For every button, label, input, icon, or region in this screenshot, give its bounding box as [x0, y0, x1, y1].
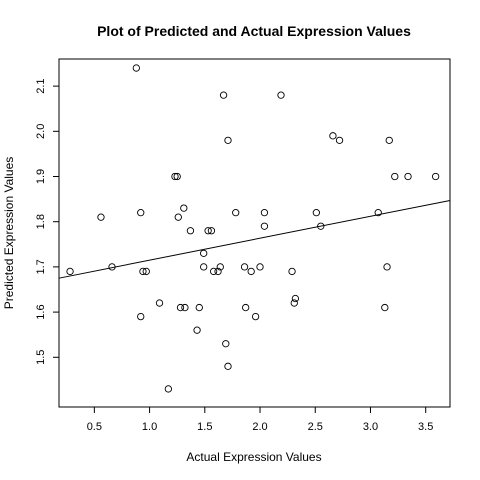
data-point: [222, 340, 230, 348]
x-tick-label: 3.5: [418, 421, 433, 433]
data-point: [260, 209, 269, 217]
data-point: [224, 362, 232, 370]
data-point: [329, 132, 337, 140]
data-point: [66, 267, 74, 276]
x-axis-label: Actual Expression Values: [186, 450, 321, 464]
data-point: [391, 172, 399, 181]
data-point: [204, 227, 212, 235]
data-point: [219, 91, 228, 99]
data-point: [260, 222, 269, 230]
y-tick-label: 2.0: [35, 124, 47, 139]
data-point: [108, 263, 116, 271]
data-point: [176, 303, 185, 312]
data-point: [335, 136, 344, 145]
data-point: [216, 263, 224, 271]
y-tick-label: 1.9: [35, 169, 47, 184]
data-point: [180, 204, 188, 212]
data-point: [137, 209, 145, 217]
data-point: [404, 172, 412, 181]
data-point: [374, 209, 382, 217]
data-point: [290, 299, 298, 307]
data-point: [97, 213, 105, 221]
data-point: [224, 136, 232, 145]
data-point: [312, 209, 321, 217]
data-point: [139, 267, 147, 276]
y-tick-label: 1.8: [35, 214, 47, 229]
data-point: [142, 267, 150, 276]
y-axis-label: Predicted Expression Values: [2, 157, 16, 310]
data-point: [200, 249, 208, 257]
data-point: [207, 227, 216, 235]
data-point: [277, 91, 285, 99]
y-axis: 1.5 1.6 1.7 1.8 1.9 2.0 2.1: [35, 78, 59, 365]
fit-line-group: [58, 199, 451, 279]
data-point: [251, 312, 260, 321]
data-point: [291, 294, 300, 303]
plot-frame: [58, 58, 451, 408]
data-point: [193, 326, 201, 334]
data-point: [383, 263, 391, 271]
data-point: [209, 267, 218, 276]
data-point: [256, 263, 264, 271]
data-point: [174, 213, 182, 221]
y-tick-label: 1.6: [35, 304, 47, 319]
data-point: [381, 303, 389, 312]
data-point: [240, 263, 249, 271]
data-point: [195, 303, 203, 312]
data-point: [171, 172, 179, 181]
data-point: [200, 263, 208, 271]
x-tick-label: 2.5: [308, 421, 323, 433]
data-point: [173, 172, 181, 181]
y-tick-label: 2.1: [35, 78, 47, 93]
data-point: [214, 267, 222, 276]
data-point: [155, 299, 164, 307]
data-point: [431, 172, 440, 181]
y-tick-label: 1.5: [35, 350, 47, 365]
data-point: [137, 312, 145, 321]
x-tick-label: 1.0: [142, 421, 157, 433]
data-point: [232, 209, 240, 217]
data-point: [132, 64, 140, 72]
x-tick-label: 2.0: [252, 421, 267, 433]
x-tick-label: 0.5: [87, 421, 102, 433]
data-point: [385, 136, 393, 145]
data-point: [164, 385, 172, 393]
data-point: [186, 227, 195, 235]
x-tick-label: 1.5: [197, 421, 212, 433]
data-point: [247, 267, 255, 276]
data-point: [288, 267, 296, 276]
data-point: [317, 222, 325, 230]
y-tick-label: 1.7: [35, 259, 47, 274]
x-tick-label: 3.0: [363, 421, 378, 433]
regression-line: [58, 199, 451, 279]
chart-title: Plot of Predicted and Actual Expression …: [97, 23, 411, 39]
data-point: [242, 303, 250, 312]
data-points: [66, 64, 440, 393]
data-point: [181, 303, 189, 312]
x-axis: 0.5 1.0 1.5 2.0 2.5 3.0 3.5: [87, 407, 433, 433]
